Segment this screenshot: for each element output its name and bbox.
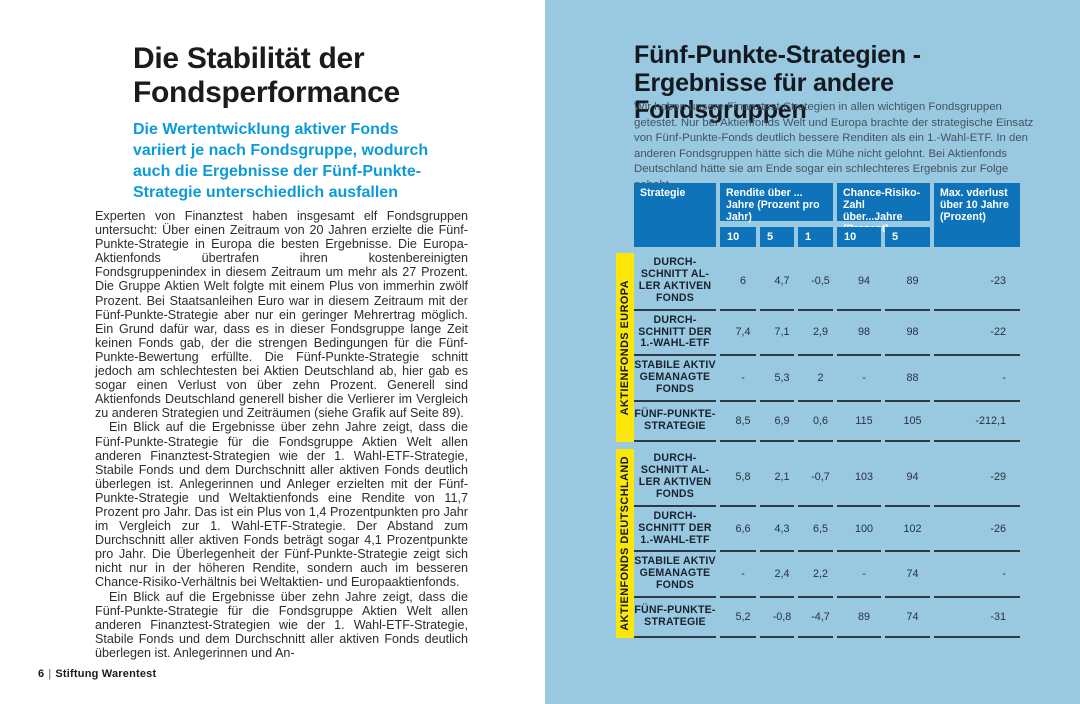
header-sub-rendite-10: 10 bbox=[720, 227, 756, 247]
header-max-verlust: Max. vderlust über 10 Jahre (Prozent) bbox=[934, 183, 1020, 247]
footer-brand: Stiftung Warentest bbox=[55, 668, 157, 680]
cell-value: 6,5 bbox=[798, 507, 833, 553]
cell-value: -0,8 bbox=[760, 598, 794, 639]
cell-value: 74 bbox=[885, 598, 930, 639]
cell-value: 89 bbox=[885, 253, 930, 311]
table-row: DURCH- SCHNITT AL- LER AKTIVEN FONDS 6 4,7… bbox=[634, 253, 1026, 311]
cell-value: 100 bbox=[837, 507, 881, 553]
cell-value: -26 bbox=[934, 507, 1020, 553]
row-label: DURCH- SCHNITT DER 1.-WAHL-ETF bbox=[634, 311, 716, 357]
row-label: DURCH- SCHNITT AL- LER AKTIVEN FONDS bbox=[634, 449, 716, 507]
section-band: AKTIENFONDS DEUTSCHLAND bbox=[616, 449, 634, 639]
cell-value: - bbox=[934, 552, 1020, 599]
table-row: DURCH- SCHNITT DER 1.-WAHL-ETF 7,4 7,1 2,9 9… bbox=[634, 311, 1026, 357]
cell-value: -29 bbox=[934, 449, 1020, 507]
panel-intro: Wir haben unsere Finanztest-Strategien i… bbox=[634, 101, 1034, 191]
cell-value: 2,2 bbox=[798, 552, 833, 599]
cell-value: 98 bbox=[885, 311, 930, 357]
cell-value: 98 bbox=[837, 311, 881, 357]
cell-value: 94 bbox=[837, 253, 881, 311]
header-strategie: Strategie bbox=[634, 183, 716, 247]
header-rendite-group: Rendite über ... Jahre (Prozent pro Jahr… bbox=[720, 183, 833, 223]
table-row: FÜNF-PUNKTE- STRATEGIE 8,5 6,9 0,6 115 105 -21… bbox=[634, 402, 1026, 443]
table-row: STABILE AKTIV GEMANAGTE FONDS -2,4 2,2-74- bbox=[634, 552, 1026, 599]
section-rows: DURCH- SCHNITT AL- LER AKTIVEN FONDS 5,8 2… bbox=[634, 449, 1026, 639]
cell-value: 8,5 bbox=[720, 402, 756, 443]
cell-value: 94 bbox=[885, 449, 930, 507]
section-band: AKTIENFONDS EUROPA bbox=[616, 253, 634, 443]
cell-value: 2,9 bbox=[798, 311, 833, 357]
cell-value: -0,7 bbox=[798, 449, 833, 507]
header-sub-rendite-1: 1 bbox=[798, 227, 833, 247]
page-subtitle: Die Wertentwicklung aktiver Fonds variie… bbox=[133, 121, 429, 201]
cell-value: 6,9 bbox=[760, 402, 794, 443]
cell-value: 102 bbox=[885, 507, 930, 553]
header-sub-chance-10: 10 bbox=[837, 227, 881, 247]
cell-value: 5,3 bbox=[760, 356, 794, 403]
cell-value: 103 bbox=[837, 449, 881, 507]
cell-value: 115 bbox=[837, 402, 881, 443]
info-panel: Fünf-Punkte-Strategien - Ergebnisse für … bbox=[545, 0, 1080, 704]
cell-value: -31 bbox=[934, 598, 1020, 639]
cell-value: 2,1 bbox=[760, 449, 794, 507]
section-band-label: AKTIENFONDS DEUTSCHLAND bbox=[619, 456, 631, 631]
cell-value: 89 bbox=[837, 598, 881, 639]
row-label: FÜNF-PUNKTE- STRATEGIE bbox=[634, 598, 716, 639]
table-row: DURCH- SCHNITT AL- LER AKTIVEN FONDS 5,8 2… bbox=[634, 449, 1026, 507]
body-paragraph: Experten von Finanztest haben insgesamt … bbox=[95, 209, 468, 421]
cell-value: - bbox=[720, 552, 756, 599]
cell-value: 88 bbox=[885, 356, 930, 403]
cell-value: 7,1 bbox=[760, 311, 794, 357]
cell-value: -4,7 bbox=[798, 598, 833, 639]
section-aktienfonds-europa: AKTIENFONDS EUROPA DURCH- SCHNITT AL- LE… bbox=[616, 253, 1026, 443]
cell-value: 6,6 bbox=[720, 507, 756, 553]
header-chance-group: Chance-Risiko-Zahl über...Jahre (Prozent… bbox=[837, 183, 930, 235]
row-label: STABILE AKTIV GEMANAGTE FONDS bbox=[634, 356, 716, 403]
cell-value: 2,4 bbox=[760, 552, 794, 599]
cell-value: - bbox=[720, 356, 756, 403]
table-row: DURCH- SCHNITT DER 1.-WAHL-ETF 6,6 4,3 6,5 1… bbox=[634, 507, 1026, 553]
page-footer: 6 | Stiftung Warentest bbox=[38, 668, 156, 680]
cell-value: - bbox=[837, 356, 881, 403]
page-number: 6 bbox=[38, 668, 45, 680]
section-aktienfonds-deutschland: AKTIENFONDS DEUTSCHLAND DURCH- SCHNITT A… bbox=[616, 449, 1026, 639]
cell-value: 0,6 bbox=[798, 402, 833, 443]
cell-value: -0,5 bbox=[798, 253, 833, 311]
table-body: AKTIENFONDS EUROPA DURCH- SCHNITT AL- LE… bbox=[616, 253, 1026, 645]
row-label: DURCH- SCHNITT DER 1.-WAHL-ETF bbox=[634, 507, 716, 553]
table-header: Strategie Rendite über ... Jahre (Prozen… bbox=[634, 183, 1020, 247]
row-label: DURCH- SCHNITT AL- LER AKTIVEN FONDS bbox=[634, 253, 716, 311]
header-sub-rendite-5: 5 bbox=[760, 227, 794, 247]
page-title: Die Stabilität der Fondsperformance bbox=[133, 42, 400, 109]
cell-value: 74 bbox=[885, 552, 930, 599]
panel-title: Fünf-Punkte-Strategien - Ergebnisse für … bbox=[634, 41, 921, 124]
cell-value: -23 bbox=[934, 253, 1020, 311]
row-label: FÜNF-PUNKTE- STRATEGIE bbox=[634, 402, 716, 443]
body-paragraph: Ein Blick auf die Ergebnisse über zehn J… bbox=[95, 420, 468, 590]
table-row: STABILE AKTIV GEMANAGTE FONDS -5,3 2-88- bbox=[634, 356, 1026, 403]
table-row: FÜNF-PUNKTE- STRATEGIE 5,2 -0,8 -4,7 89 74 -31 bbox=[634, 598, 1026, 639]
cell-value: -212,1 bbox=[934, 402, 1020, 443]
cell-value: 5,2 bbox=[720, 598, 756, 639]
cell-value: 5,8 bbox=[720, 449, 756, 507]
left-article-page: Die Stabilität der Fondsperformance Die … bbox=[38, 42, 468, 680]
cell-value: 4,7 bbox=[760, 253, 794, 311]
article-body: Experten von Finanztest haben insgesamt … bbox=[95, 209, 468, 660]
row-label: STABILE AKTIV GEMANAGTE FONDS bbox=[634, 552, 716, 599]
cell-value: 4,3 bbox=[760, 507, 794, 553]
cell-value: 105 bbox=[885, 402, 930, 443]
cell-value: 2 bbox=[798, 356, 833, 403]
section-band-label: AKTIENFONDS EUROPA bbox=[619, 279, 631, 416]
cell-value: 6 bbox=[720, 253, 756, 311]
cell-value: - bbox=[934, 356, 1020, 403]
cell-value: 7,4 bbox=[720, 311, 756, 357]
header-sub-chance-5: 5 bbox=[885, 227, 930, 247]
footer-divider: | bbox=[48, 668, 52, 680]
cell-value: -22 bbox=[934, 311, 1020, 357]
cell-value: - bbox=[837, 552, 881, 599]
section-rows: DURCH- SCHNITT AL- LER AKTIVEN FONDS 6 4,7… bbox=[634, 253, 1026, 443]
body-paragraph: Ein Blick auf die Ergebnisse über zehn J… bbox=[95, 589, 468, 660]
